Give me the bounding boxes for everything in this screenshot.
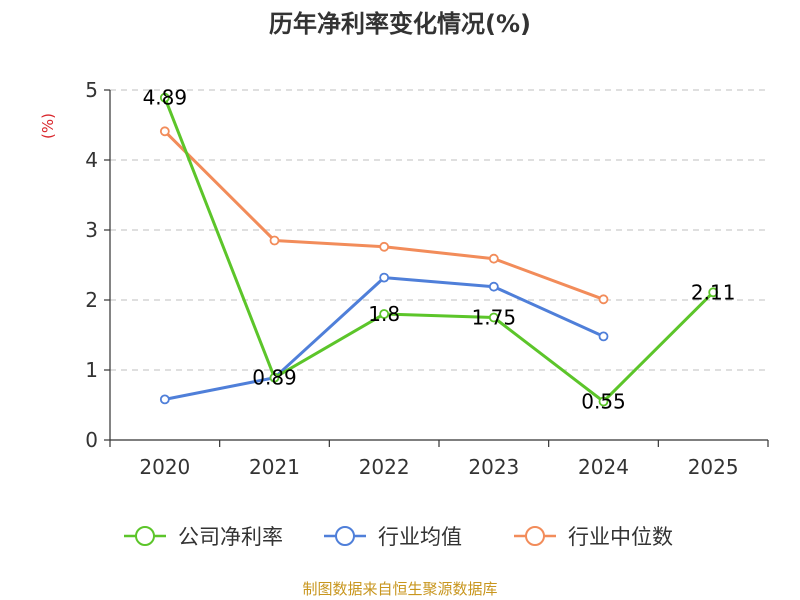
legend: 公司净利率 行业均值 行业中位数: [124, 525, 673, 549]
data-point: [379, 241, 390, 252]
series-line: [164, 276, 605, 401]
data-point: [708, 287, 719, 298]
data-point: [379, 309, 390, 319]
x-tick-label: 2022: [359, 455, 410, 479]
data-point: [598, 294, 609, 305]
data-point: [598, 331, 609, 342]
x-tick-label: 2021: [249, 455, 300, 479]
y-axis-label: (%): [39, 113, 57, 139]
legend-marker: [525, 526, 545, 546]
series-layer: [159, 92, 719, 407]
y-tick-label: 5: [85, 78, 98, 102]
data-point: [488, 281, 499, 292]
chart-title: 历年净利率变化情况(%): [269, 10, 531, 38]
x-tick-label: 2020: [139, 455, 190, 479]
data-labels: 4.89 0.89 1.8 1.75 0.55 2.11: [143, 86, 736, 414]
data-point: [269, 372, 280, 383]
legend-label: 行业中位数: [568, 525, 673, 549]
x-tick-label: 2025: [688, 455, 739, 479]
data-point: [159, 92, 170, 103]
x-tick-label: 2024: [578, 455, 629, 479]
data-point: [269, 235, 280, 246]
data-point: [159, 126, 170, 137]
y-tick-label: 4: [85, 148, 98, 172]
legend-marker: [135, 526, 155, 546]
data-point: [488, 312, 499, 323]
y-tick-label: 2: [85, 288, 98, 312]
y-tick-label: 3: [85, 218, 98, 242]
grid-lines: [110, 89, 768, 371]
data-label: 1.75: [472, 306, 517, 330]
legend-label: 行业均值: [378, 525, 462, 549]
legend-label: 公司净利率: [178, 525, 283, 549]
y-tick-label: 1: [85, 358, 98, 382]
data-point: [159, 394, 170, 405]
axes: 0 1 2 3 4 5 2020 2021 2022 2023 2024 2025: [85, 78, 769, 479]
series-line: [163, 97, 715, 403]
data-point: [379, 272, 390, 283]
data-label: 0.55: [581, 390, 626, 414]
data-label: 2.11: [691, 280, 736, 304]
data-label: 1.8: [368, 302, 400, 326]
data-point: [488, 253, 499, 264]
source-note: 制图数据来自恒生聚源数据库: [302, 580, 497, 598]
data-point: [598, 396, 609, 407]
x-tick-label: 2023: [468, 455, 519, 479]
data-label: 4.89: [143, 86, 188, 110]
data-label: 0.89: [252, 366, 297, 390]
y-tick-label: 0: [85, 428, 98, 452]
legend-marker: [335, 526, 355, 546]
